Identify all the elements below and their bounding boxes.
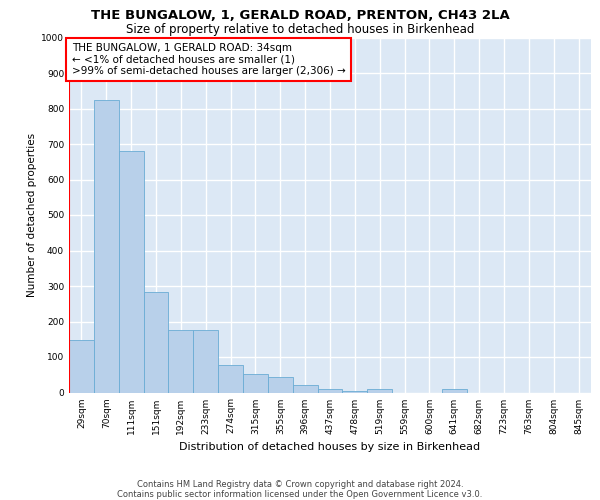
Bar bbox=[169, 330, 193, 392]
X-axis label: Distribution of detached houses by size in Birkenhead: Distribution of detached houses by size … bbox=[179, 442, 481, 452]
Bar bbox=[119, 151, 143, 392]
Bar bbox=[193, 330, 218, 392]
Bar bbox=[243, 374, 268, 392]
Bar bbox=[317, 388, 343, 392]
Bar bbox=[94, 100, 119, 393]
Y-axis label: Number of detached properties: Number of detached properties bbox=[27, 133, 37, 297]
Bar bbox=[218, 365, 243, 392]
Text: THE BUNGALOW, 1 GERALD ROAD: 34sqm
← <1% of detached houses are smaller (1)
>99%: THE BUNGALOW, 1 GERALD ROAD: 34sqm ← <1%… bbox=[71, 43, 346, 76]
Text: Size of property relative to detached houses in Birkenhead: Size of property relative to detached ho… bbox=[126, 22, 474, 36]
Bar bbox=[442, 389, 467, 392]
Bar bbox=[293, 385, 317, 392]
Text: THE BUNGALOW, 1, GERALD ROAD, PRENTON, CH43 2LA: THE BUNGALOW, 1, GERALD ROAD, PRENTON, C… bbox=[91, 9, 509, 22]
Bar bbox=[367, 389, 392, 392]
Bar bbox=[268, 377, 293, 392]
Bar bbox=[69, 340, 94, 392]
Bar bbox=[143, 292, 169, 392]
Text: Contains HM Land Registry data © Crown copyright and database right 2024.
Contai: Contains HM Land Registry data © Crown c… bbox=[118, 480, 482, 499]
